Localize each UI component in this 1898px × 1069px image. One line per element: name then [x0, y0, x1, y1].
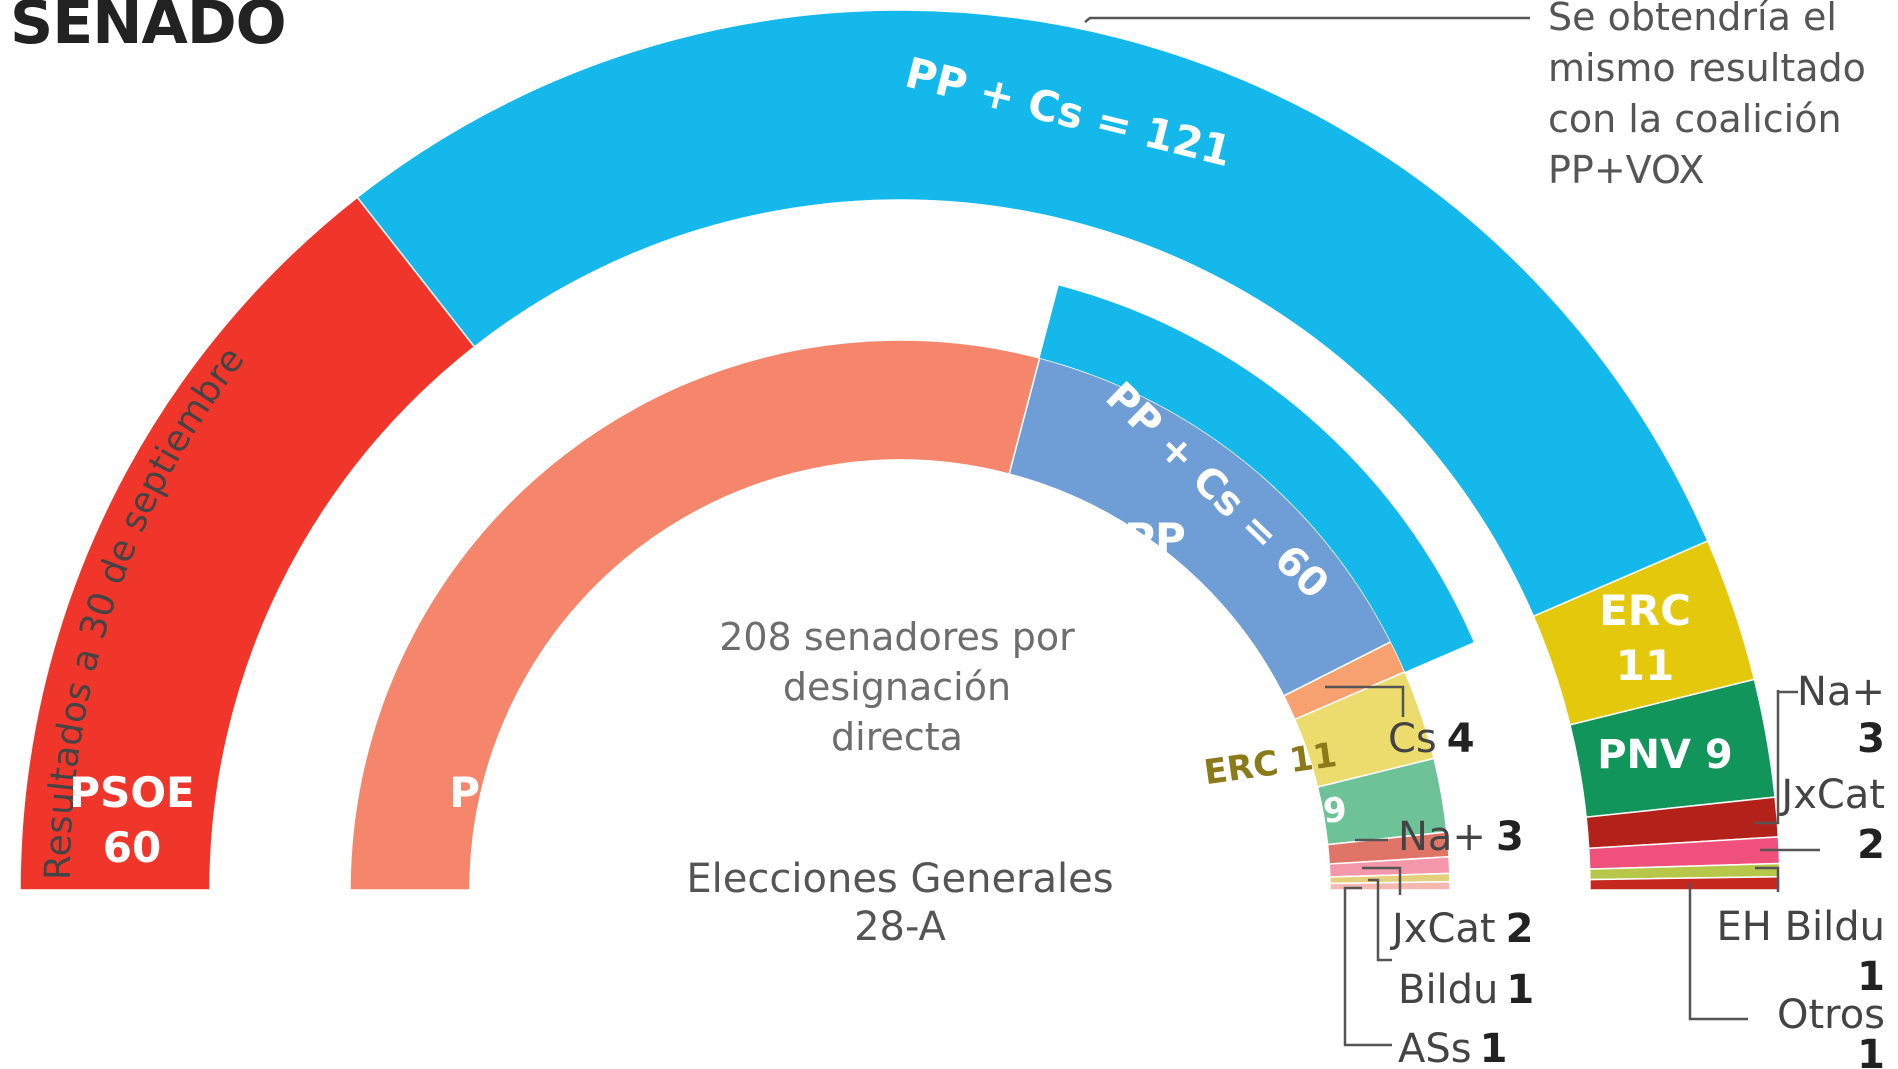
outer-otros-value: 1: [1857, 1032, 1885, 1069]
outer-ehbildu-value: 1: [1857, 954, 1885, 1000]
outer-segment-otros: [1589, 875, 1781, 891]
inner-pp-value: 56: [1126, 567, 1184, 616]
outer-psoe-value: 60: [103, 823, 161, 872]
inner-cs-value: 4: [1447, 716, 1475, 762]
outer-na-name: Na+: [1797, 669, 1885, 715]
outer-segment-psoe: [19, 196, 476, 891]
inner-coalition-bracket: [1039, 285, 1474, 672]
inner-na-callout: Na+ 3: [1398, 814, 1524, 860]
inner-jxcat-leader: [1362, 866, 1402, 895]
outer-erc-label: ERC: [1599, 586, 1691, 635]
outer-psoe-label: PSOE: [69, 768, 194, 817]
election-label: Elecciones Generales 28-A: [660, 855, 1140, 951]
inner-bildu-leader: [1368, 878, 1392, 962]
outer-na-leader: [1755, 690, 1798, 825]
center-text: 208 senadores por designación directa: [719, 615, 1075, 759]
inner-ass-leader: [1343, 886, 1392, 1047]
note-leader-line: [1084, 16, 1530, 23]
inner-bildu-callout: Bildu 1: [1398, 967, 1534, 1013]
chart-title: SENADO: [10, 0, 287, 58]
inner-pp-label: PP: [1124, 514, 1186, 563]
inner-cs-callout: Cs 4: [1388, 716, 1475, 762]
election-label-line-1: Elecciones Generales: [686, 856, 1114, 902]
outer-ehbildu-leader: [1755, 866, 1780, 892]
inner-bildu-value: 1: [1506, 967, 1534, 1013]
outer-otros-leader: [1688, 883, 1748, 1021]
outer-jxcat-name: JxCat: [1778, 772, 1885, 818]
outer-ehbildu-name: EH Bildu: [1717, 904, 1885, 950]
inner-arc-group: [349, 339, 1451, 891]
outer-jxcat-value: 2: [1857, 822, 1885, 868]
inner-ass-value: 1: [1480, 1026, 1508, 1069]
inner-ass-name: ASs: [1398, 1026, 1472, 1069]
outer-segment-ppcs: [356, 9, 1709, 618]
inner-cs-name: Cs: [1388, 716, 1437, 762]
inner-na-value: 3: [1496, 814, 1524, 860]
inner-ass-callout: ASs 1: [1398, 1026, 1507, 1069]
inner-bildu-name: Bildu: [1398, 967, 1498, 1013]
inner-segment-psoe: [349, 339, 1041, 891]
outer-na-value: 3: [1857, 716, 1885, 762]
inner-na-name: Na+: [1398, 814, 1486, 860]
outer-pnv-label: PNV 9: [1597, 732, 1733, 778]
outer-erc-value: 11: [1616, 641, 1674, 690]
election-label-line-2: 28-A: [854, 904, 946, 950]
outer-otros-name: Otros: [1777, 992, 1885, 1038]
coalition-note: Se obtendría el mismo resultado con la c…: [1548, 0, 1866, 192]
inner-cs-leader: [1325, 685, 1405, 717]
inner-psoe-value: 121: [468, 823, 556, 872]
inner-jxcat-value: 2: [1506, 906, 1534, 952]
inner-jxcat-callout: JxCat 2: [1389, 906, 1533, 952]
leader-lines: [1084, 16, 1820, 1047]
outer-arc-group: [19, 9, 1781, 891]
inner-jxcat-name: JxCat: [1389, 906, 1496, 952]
inner-psoe-label: PSOE: [449, 768, 574, 817]
inner-pnv-label: PNV 9: [1230, 790, 1348, 838]
